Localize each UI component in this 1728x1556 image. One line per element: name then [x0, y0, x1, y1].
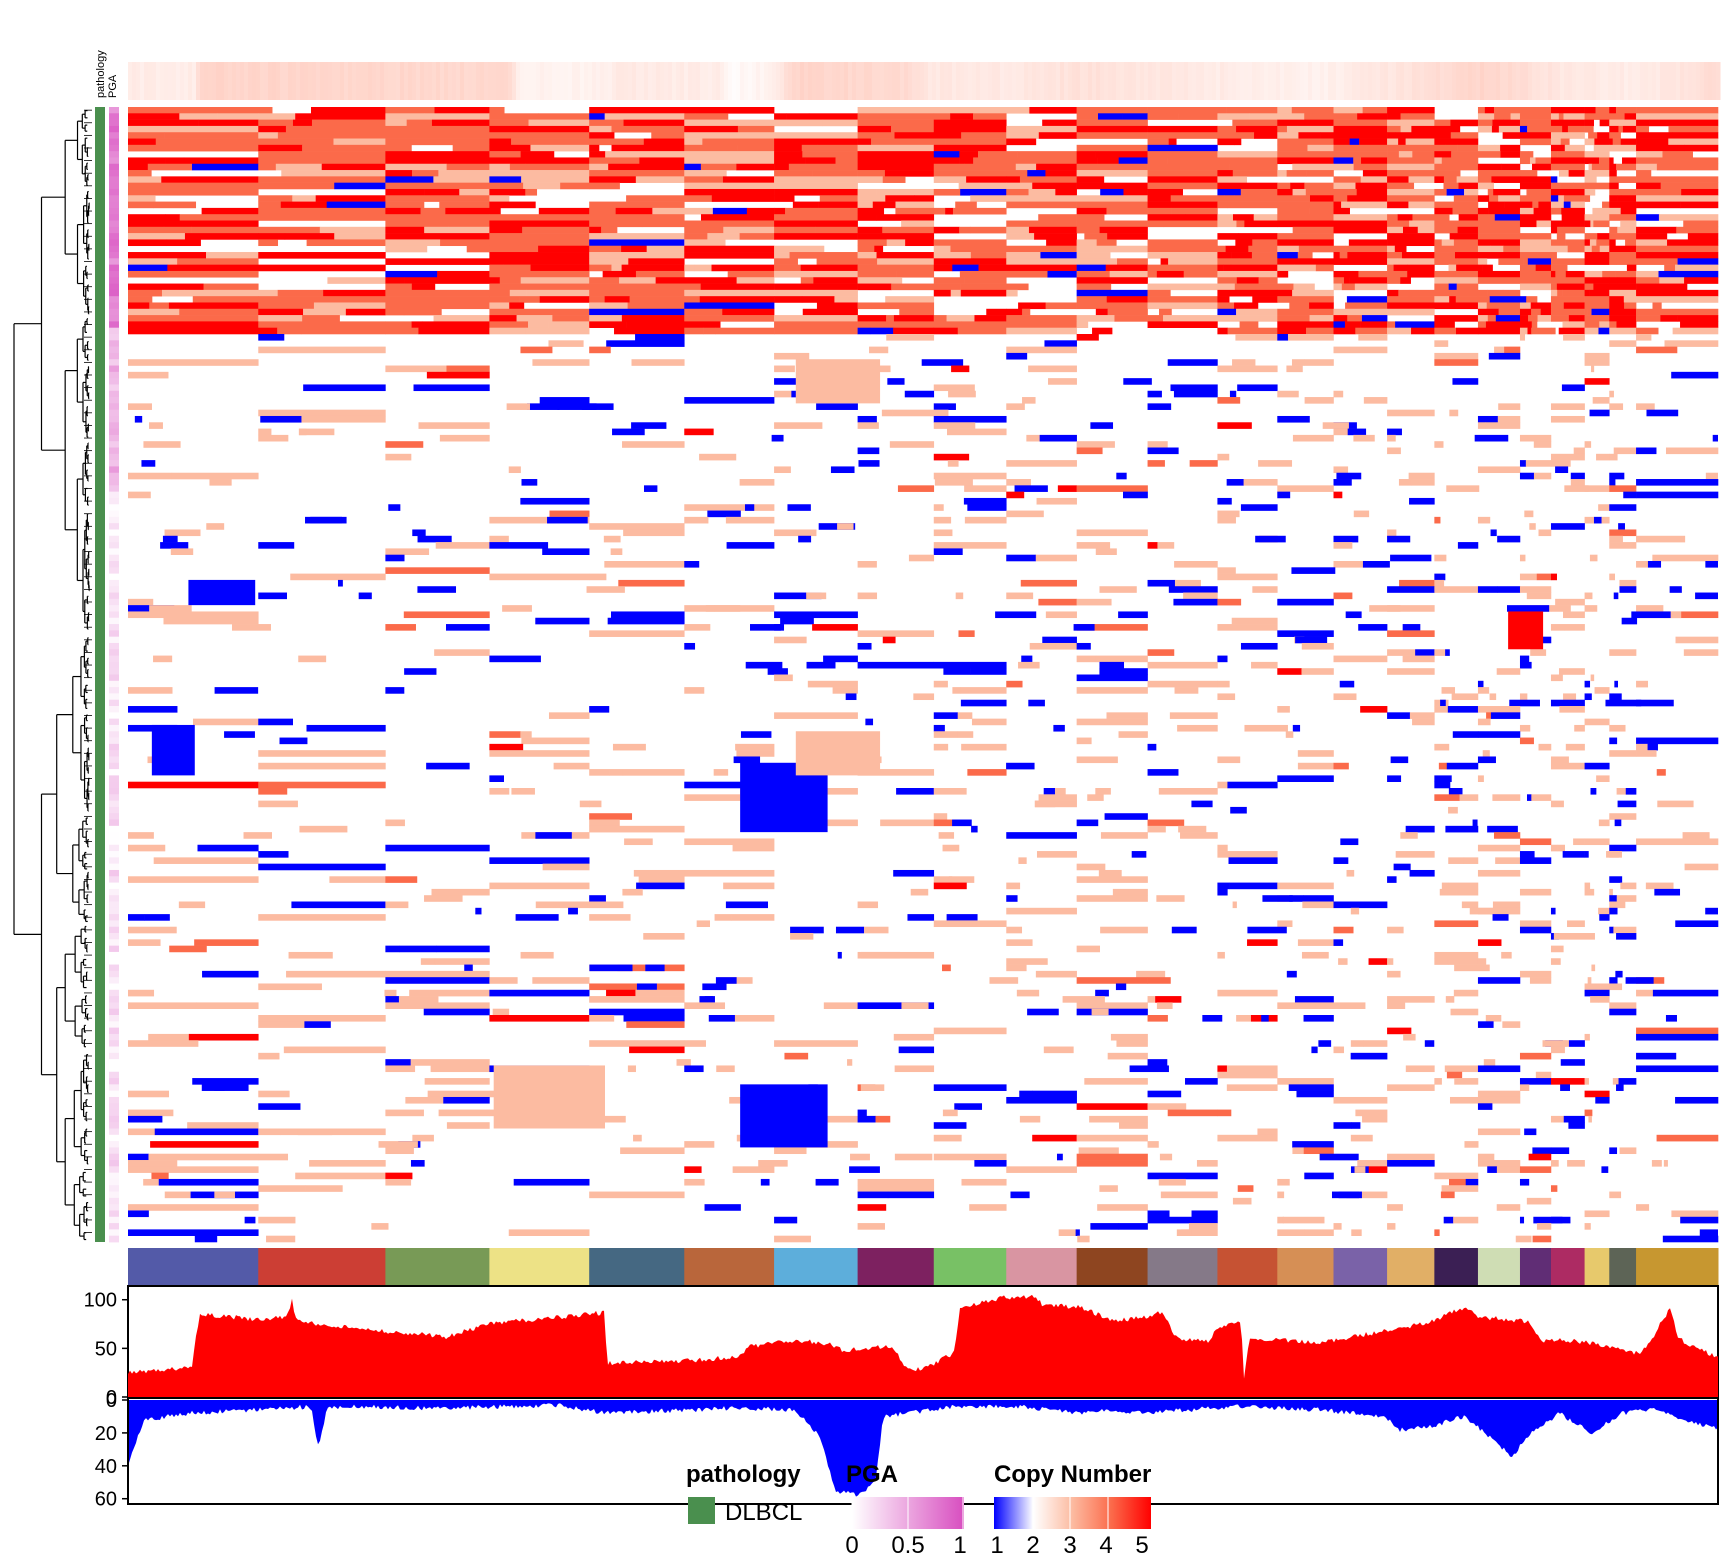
chromosome-segment [1006, 1248, 1078, 1285]
sample-dendrogram [13, 109, 92, 1241]
chromosome-segment [589, 1248, 685, 1285]
pga-tick-0: 0 [845, 1532, 858, 1556]
chromosome-segment [385, 1248, 490, 1285]
copy-number-legend: Copy Number 1 2 3 4 5 [990, 1461, 1151, 1556]
chromosome-segment [1387, 1248, 1435, 1285]
chromosome-segment [857, 1248, 935, 1285]
pga-legend-title: PGA [846, 1461, 898, 1488]
cn-tick-2: 2 [1026, 1532, 1039, 1556]
gain-axis-tick-label: 50 [95, 1338, 117, 1360]
loss-frequency-panel: 0 20 40 60 [95, 1390, 1719, 1511]
pga-legend: PGA 0 0.5 1 [845, 1461, 966, 1556]
chromosome-segment [489, 1248, 590, 1285]
pga-track-label: PGA [107, 74, 119, 98]
cn-tick-3: 3 [1063, 1532, 1076, 1556]
chromosome-segment [128, 1248, 259, 1285]
gain-axis-tick-label: 100 [84, 1290, 117, 1312]
pathology-column [95, 107, 105, 1242]
pga-top-strip [128, 62, 1721, 100]
gain-frequency-panel: 100 50 0 [84, 1285, 1719, 1409]
chromosome-segment [1584, 1248, 1610, 1285]
chromosome-segment [1477, 1248, 1521, 1285]
chromosome-segment [1550, 1248, 1586, 1285]
pathology-track-label: pathology [95, 50, 107, 98]
dlbcl-legend-label: DLBCL [725, 1499, 802, 1526]
pathology-bar [95, 107, 105, 1242]
copy-number-gradient-bar [994, 1497, 1151, 1529]
chromosome-segment [1076, 1248, 1149, 1285]
chromosome-segment [1609, 1248, 1637, 1285]
chromosome-segment [1434, 1248, 1479, 1285]
cn-tick-4: 4 [1099, 1532, 1112, 1556]
loss-frequency-area [128, 1400, 1718, 1497]
gain-frequency-area [128, 1294, 1718, 1397]
dlbcl-swatch [688, 1497, 715, 1524]
chromosome-segment [1636, 1248, 1719, 1285]
chromosome-segment [1519, 1248, 1552, 1285]
chromosome-segment [1147, 1248, 1218, 1285]
loss-axis-tick-label: 40 [95, 1456, 117, 1478]
chromosome-segment [684, 1248, 775, 1285]
pathology-legend-title: pathology [686, 1461, 801, 1488]
pga-tick-0-5: 0.5 [891, 1532, 924, 1556]
chromosome-segment [933, 1248, 1007, 1285]
pathology-legend: pathology DLBCL [686, 1461, 802, 1526]
copy-number-legend-title: Copy Number [994, 1461, 1151, 1488]
loss-axis-tick-label: 0 [106, 1390, 117, 1412]
loss-axis-tick-label: 60 [95, 1489, 117, 1511]
cn-tick-1: 1 [990, 1532, 1003, 1556]
chromosome-segment [1217, 1248, 1278, 1285]
chromosome-bar [128, 1248, 1719, 1285]
gain-axis-tick-label: 0 [106, 1387, 117, 1409]
chromosome-segment [774, 1248, 859, 1285]
loss-axis-tick-label: 20 [95, 1423, 117, 1445]
cn-tick-5: 5 [1135, 1532, 1148, 1556]
chromosome-segment [1333, 1248, 1388, 1285]
chromosome-segment [258, 1248, 386, 1285]
chromosome-segment [1277, 1248, 1335, 1285]
pga-column [109, 107, 119, 1243]
heatmap-body [128, 107, 1719, 1243]
pga-tick-1: 1 [953, 1532, 966, 1556]
